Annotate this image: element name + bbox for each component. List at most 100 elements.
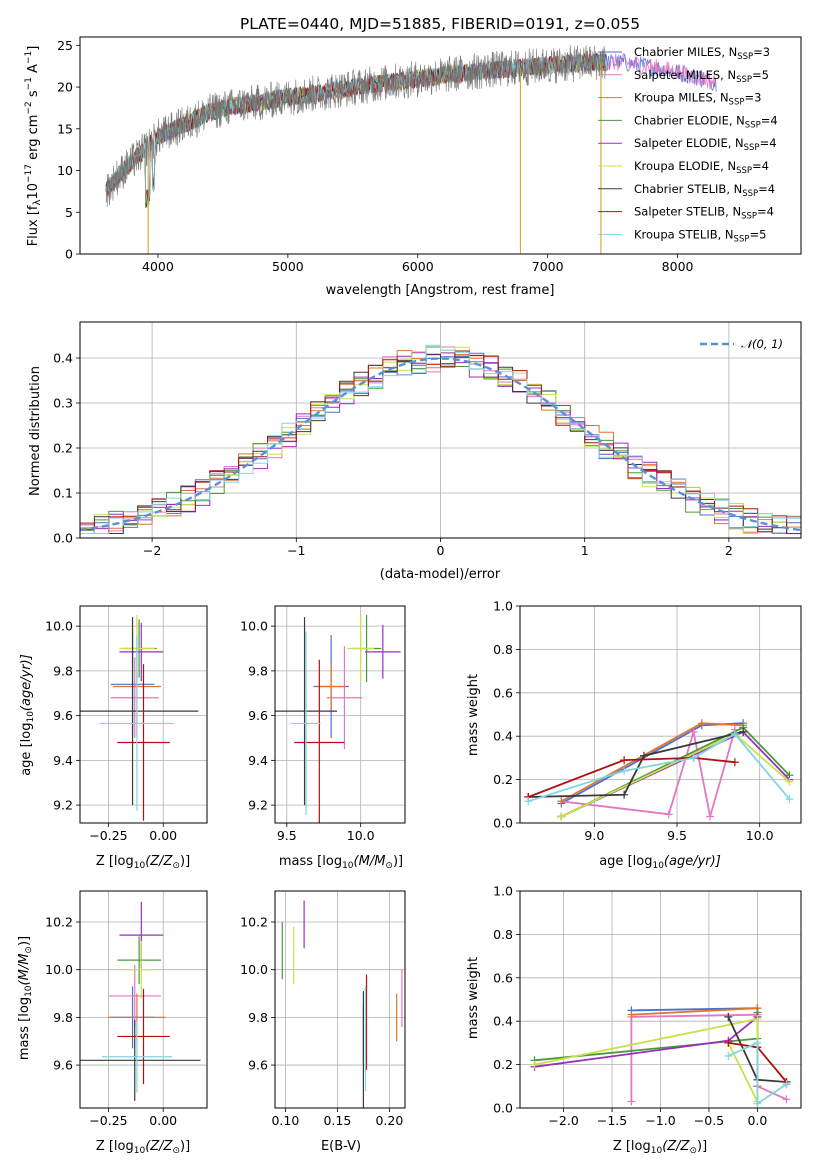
spectrum-xtick-label: 7000 — [532, 259, 564, 274]
ageZ-ytick-label: 9.6 — [53, 708, 73, 723]
mwAge-series-line-2 — [560, 722, 744, 803]
residuals-xtick-label: 0 — [437, 543, 445, 558]
massZ-ytick-label: 9.6 — [53, 1058, 73, 1073]
ageM-ytick-label: 9.4 — [248, 753, 268, 768]
ageZ-ytick-label: 9.2 — [53, 798, 73, 813]
spectrum-ytick-label: 20 — [57, 80, 73, 95]
spectrum-ticks: 4000 5000 6000 7000 8000 0 5 10 15 20 25 — [57, 38, 693, 274]
mwAge-marker-2 — [557, 797, 566, 806]
legend-label-tail: =4 — [752, 159, 769, 173]
mwAge-marker-8 — [689, 753, 698, 762]
massEBV-xtick-label: 0.10 — [271, 1113, 299, 1128]
massZ-xtick-label: 0.00 — [149, 1113, 177, 1128]
ageM-xtick-label: 10.0 — [347, 828, 375, 843]
legend-label-sub: SSP — [742, 189, 758, 199]
legend-label-sub: SSP — [745, 120, 761, 130]
ageZ-ytick-label: 9.8 — [53, 663, 73, 678]
mwAge-marker-1 — [706, 812, 715, 821]
legend-label-2: Kroupa MILES, NSSP=3 — [634, 91, 761, 108]
mwZ-xtick-label: −1.0 — [645, 1113, 675, 1128]
residuals-ytick-label: 0.3 — [53, 396, 73, 411]
mwAge-xtick-label: 9.0 — [584, 828, 604, 843]
spectrum-ytick-label: 5 — [65, 205, 73, 220]
mwZ-ytick-label: 0.6 — [493, 970, 513, 985]
mass-weight-vs-age-panel: age [log10(age/yr)] mass weight 9.0 9.5 10… — [466, 599, 802, 871]
mwAge-marker-8 — [785, 795, 794, 804]
mwAge-marker-7 — [620, 756, 629, 765]
massEBV-ytick-label: 10.2 — [240, 915, 268, 930]
legend-label-tail: =5 — [752, 68, 769, 82]
residuals-ytick-label: 0.4 — [53, 351, 73, 366]
mwAge-series-line-4 — [560, 730, 791, 818]
residuals-xtick-label: −2 — [143, 543, 161, 558]
spectrum-frame — [79, 36, 802, 255]
massEBV-ticks: 0.10 0.15 0.20 9.6 9.8 10.0 10.2 — [240, 915, 403, 1129]
mwAge-ylabel: mass weight — [466, 674, 481, 756]
mwZ-marker-8 — [753, 1099, 762, 1108]
legend-label-main: Salpeter ELODIE, N — [634, 136, 744, 150]
massZ-ylabel: mass [log10(M/M⊙)] — [17, 936, 34, 1060]
massEBV-frame — [274, 890, 406, 1109]
massEBV-xtick-label: 0.20 — [375, 1113, 403, 1128]
mwZ-frame — [519, 890, 802, 1109]
spectrum-xtick-label: 5000 — [272, 259, 304, 274]
spectrum-lines — [105, 45, 717, 254]
legend-label-sub: SSP — [744, 143, 760, 153]
mwZ-xtick-label: −0.5 — [694, 1113, 724, 1128]
legend-label-main: Chabrier STELIB, N — [634, 182, 742, 196]
spectrum-xlabel: wavelength [Angstrom, rest frame] — [326, 283, 555, 298]
legend-label-tail: =4 — [758, 182, 775, 196]
ageZ-frame — [79, 605, 208, 824]
mwZ-series-line-0 — [631, 1007, 759, 1087]
mwZ-marker-1 — [782, 1095, 791, 1104]
residuals-ytick-label: 0.2 — [53, 441, 73, 456]
mwZ-series-line-3 — [534, 1012, 759, 1062]
legend-label-tail: =3 — [753, 45, 770, 59]
legend-label-4: Salpeter ELODIE, NSSP=4 — [634, 136, 777, 153]
figure-title: PLATE=0440, MJD=51885, FIBERID=0191, z=0… — [240, 15, 640, 33]
ageM-points — [275, 614, 401, 823]
legend-label-sub: SSP — [734, 234, 750, 244]
mwZ-marker-2 — [627, 1010, 636, 1019]
ageM-grid-layer — [275, 606, 405, 823]
ageM-frame — [274, 605, 406, 824]
spectrum-panel: wavelength [Angstrom, rest frame] Flux [… — [24, 36, 802, 298]
ageZ-ylabel: age [log10(age/yr)] — [19, 654, 36, 776]
massZ-xlabel: Z [log10(Z/Z⊙)] — [96, 1139, 190, 1156]
mwZ-marker-8 — [782, 1080, 791, 1089]
ageZ-ytick-label: 9.4 — [53, 753, 73, 768]
ageZ-xtick-label: 0.00 — [149, 828, 177, 843]
mwZ-series-line-2 — [631, 1007, 759, 1087]
mwAge-ytick-label: 0.6 — [493, 685, 513, 700]
mwAge-marker-8 — [524, 797, 533, 806]
mwAge-marker-8 — [730, 730, 739, 739]
legend-label-6: Chabrier STELIB, NSSP=4 — [634, 182, 775, 199]
legend-label-sub: SSP — [736, 166, 752, 176]
mwZ-xtick-label: −1.5 — [597, 1113, 627, 1128]
legend-label-main: Salpeter STELIB, N — [634, 205, 741, 219]
mwZ-xtick-label: −2.0 — [548, 1113, 578, 1128]
mwZ-grid-layer — [520, 890, 801, 1109]
legend-label-3: Chabrier ELODIE, NSSP=4 — [634, 113, 778, 130]
mwZ-marker-7 — [724, 1038, 733, 1047]
age-vs-metallicity-panel: Z [log10(Z/Z⊙)] age [log10(age/yr)] −0.2… — [19, 605, 208, 871]
massZ-frame — [79, 890, 208, 1109]
mwZ-marker-8 — [753, 1038, 762, 1047]
massEBV-xlabel: E(B-V) — [321, 1139, 361, 1154]
massEBV-ytick-label: 9.8 — [248, 1010, 268, 1025]
legend-label-1: Salpeter MILES, NSSP=5 — [634, 68, 769, 85]
mwZ-series-line-5 — [534, 1017, 759, 1102]
ageM-ytick-label: 9.6 — [248, 708, 268, 723]
legend-label-tail: =4 — [761, 113, 778, 127]
massZ-xtick-label: −0.25 — [89, 1113, 127, 1128]
mwAge-frame — [519, 605, 802, 824]
mwZ-ticks: −2.0 −1.5 −1.0 −0.5 0.0 0.0 0.2 0.4 0.6 0.8 1.0 — [493, 884, 767, 1129]
mwZ-lines — [530, 1004, 791, 1108]
massEBV-points — [281, 900, 403, 1108]
ageZ-xlabel: Z [log10(Z/Z⊙)] — [96, 854, 190, 871]
mwZ-ytick-label: 0.8 — [493, 927, 513, 942]
massZ-ticks: −0.25 0.00 9.6 9.8 10.0 10.2 — [45, 915, 177, 1129]
ageM-ytick-label: 9.8 — [248, 663, 268, 678]
legend-label-5: Kroupa ELODIE, NSSP=4 — [634, 159, 769, 176]
mwAge-series-line-5 — [560, 732, 790, 818]
